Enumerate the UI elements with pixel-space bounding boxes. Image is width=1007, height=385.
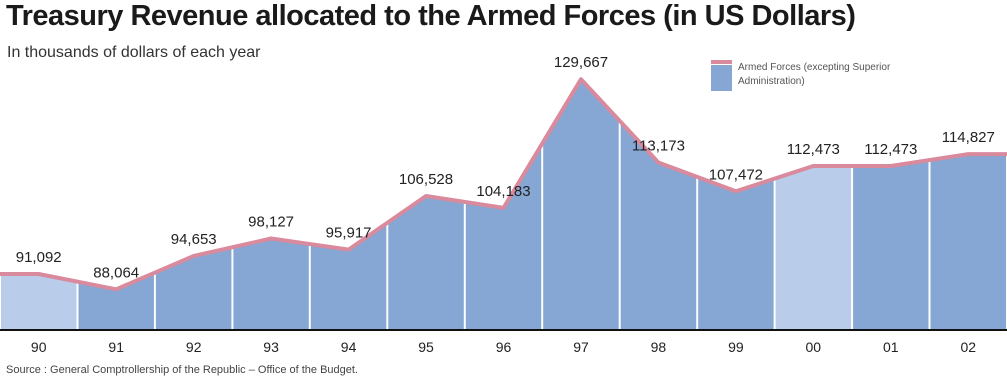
series-line	[0, 77, 1007, 292]
x-tick-label-99: 99	[728, 339, 744, 355]
value-label-99: 107,472	[709, 166, 763, 183]
value-label-94: 95,917	[326, 225, 372, 242]
x-tick-label-93: 93	[263, 339, 279, 355]
legend-line-swatch	[711, 60, 732, 64]
value-label-95: 106,528	[399, 171, 453, 188]
area-band-94	[310, 223, 387, 330]
legend-area-swatch	[711, 65, 732, 91]
area-band-92	[155, 247, 232, 330]
area-band-00	[775, 166, 852, 330]
x-tick-label-90: 90	[31, 339, 47, 355]
area-band-98	[620, 121, 697, 331]
value-label-91: 88,064	[93, 264, 139, 281]
area-band-95	[388, 196, 464, 330]
x-tick-label-96: 96	[496, 339, 512, 355]
x-tick-label-01: 01	[883, 339, 899, 355]
legend-label-line1: Armed Forces (excepting Superior	[738, 62, 891, 73]
value-label-02: 114,827	[942, 129, 995, 146]
value-label-01: 112,473	[864, 141, 917, 158]
x-tick-label-92: 92	[186, 339, 202, 355]
x-tick-label-00: 00	[806, 339, 822, 355]
x-tick-label-95: 95	[418, 339, 434, 355]
value-label-92: 94,653	[171, 231, 217, 248]
area-band-97	[543, 79, 619, 330]
value-labels: 91,092 88,064 94,653 98,127 95,917 106,528 104…	[16, 54, 995, 281]
area-band-01	[853, 160, 929, 330]
area-band-99	[698, 177, 774, 330]
area-bands	[1, 79, 1006, 331]
source-note: Source : General Comptrollership of the …	[6, 364, 358, 376]
x-tick-label-97: 97	[573, 339, 589, 355]
chart-title: Treasury Revenue allocated to the Armed …	[6, 0, 856, 32]
area-band-02	[930, 154, 1006, 330]
x-tick-label-91: 91	[108, 339, 124, 355]
x-axis-ticks: 90 91 92 93 94 95 96 97 98 99 00 01 02	[31, 339, 976, 355]
x-tick-label-94: 94	[341, 339, 357, 355]
x-tick-label-98: 98	[651, 339, 667, 355]
area-band-90	[1, 274, 77, 330]
value-label-90: 91,092	[16, 249, 62, 266]
area-band-93	[233, 238, 309, 330]
legend: Armed Forces (excepting Superior Adminis…	[711, 60, 891, 91]
x-tick-label-02: 02	[961, 339, 977, 355]
area-band-96	[465, 145, 542, 330]
area-band-91	[78, 273, 154, 330]
value-label-93: 98,127	[248, 214, 294, 231]
chart-subtitle: In thousands of dollars of each year	[7, 44, 261, 61]
value-label-96: 104,183	[476, 183, 530, 200]
value-label-97: 129,667	[554, 54, 608, 71]
legend-label-line2: Administration)	[738, 76, 805, 87]
value-label-98: 113,173	[632, 138, 685, 155]
value-label-00: 112,473	[787, 141, 840, 158]
